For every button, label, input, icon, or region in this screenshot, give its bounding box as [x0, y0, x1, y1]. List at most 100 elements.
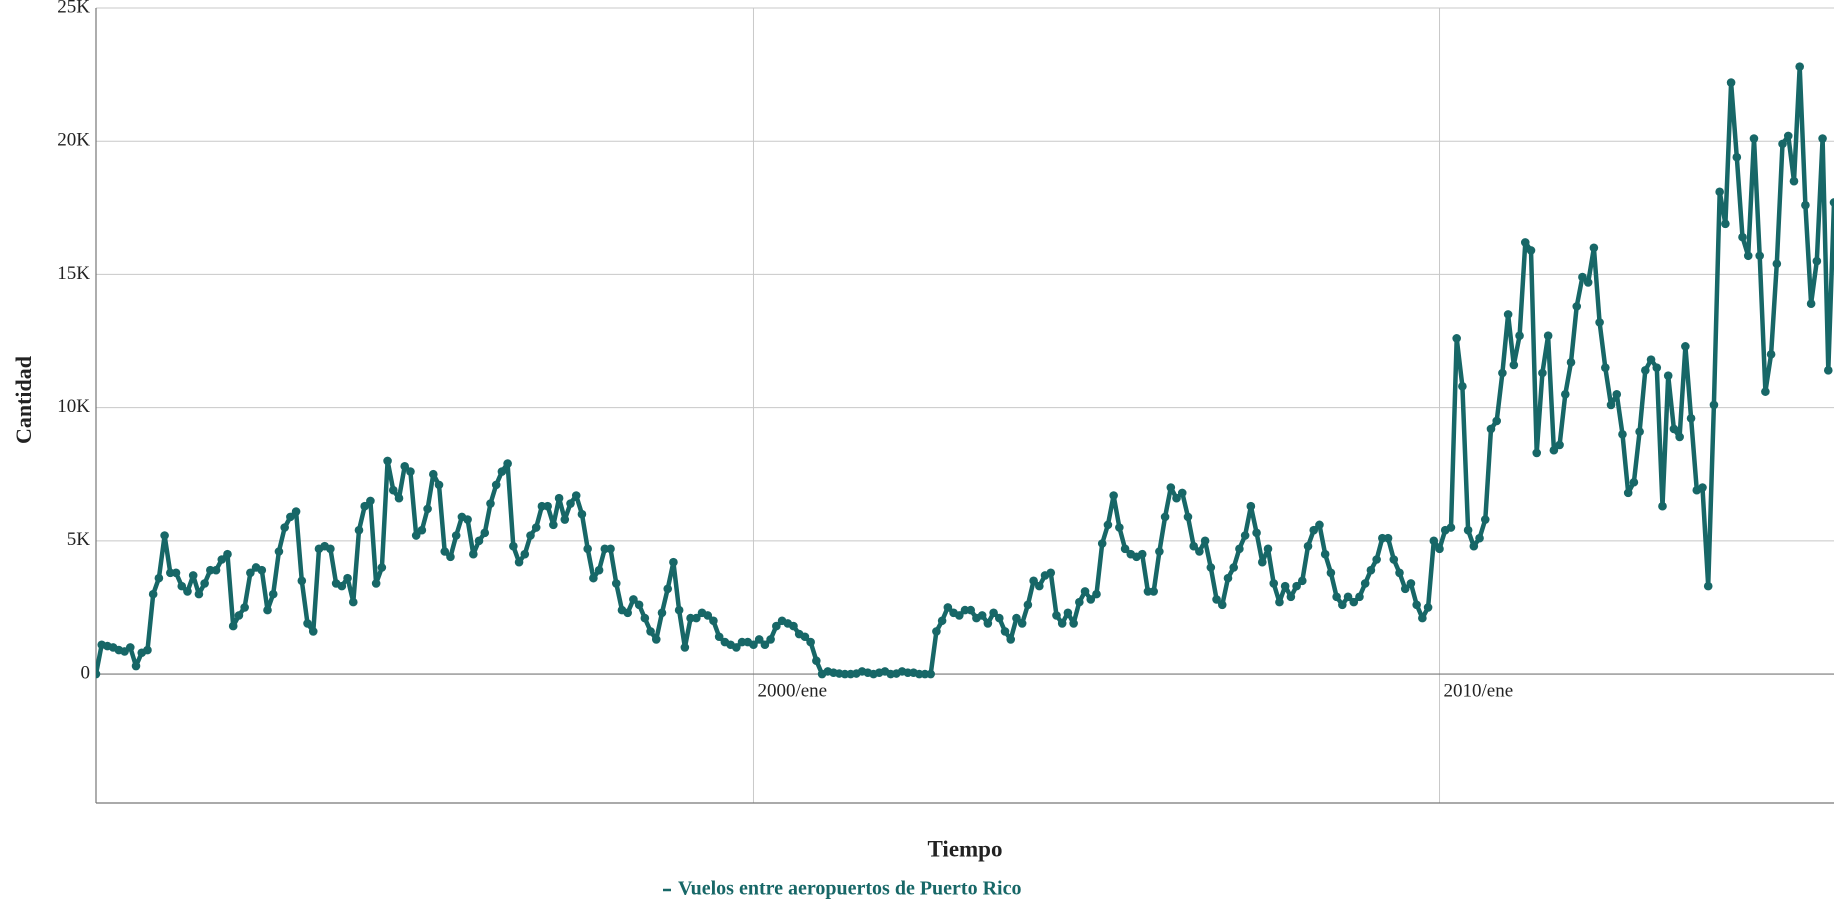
- data-point: [1829, 198, 1834, 207]
- data-point: [143, 645, 152, 655]
- data-point: [1109, 491, 1118, 500]
- legend-label: Vuelos entre aeropuertos de Puerto Rico: [678, 878, 1021, 900]
- data-point: [491, 480, 501, 490]
- data-point: [1675, 432, 1684, 442]
- data-point: [183, 587, 192, 596]
- data-point: [1280, 581, 1290, 591]
- data-point: [651, 635, 661, 644]
- data-point: [543, 501, 552, 511]
- data-point: [1046, 568, 1056, 578]
- data-point: [989, 608, 998, 618]
- data-point: [1035, 581, 1044, 591]
- data-point: [1086, 595, 1096, 604]
- data-point: [246, 568, 255, 578]
- data-point: [1309, 525, 1319, 535]
- data-point: [1618, 429, 1627, 439]
- data-point: [337, 581, 347, 591]
- data-point: [1801, 200, 1810, 210]
- data-point: [1429, 536, 1439, 546]
- data-point: [194, 589, 204, 599]
- data-point: [291, 507, 301, 516]
- data-point: [800, 632, 810, 642]
- data-point: [680, 643, 690, 652]
- data-point: [1435, 544, 1444, 554]
- data-point: [268, 589, 278, 599]
- data-point: [634, 600, 644, 610]
- data-point: [520, 549, 530, 559]
- data-point: [1092, 589, 1101, 599]
- data-point: [1080, 587, 1090, 596]
- data-point: [1601, 363, 1610, 372]
- data-point: [200, 579, 209, 588]
- data-point: [1555, 440, 1564, 450]
- data-point: [669, 557, 678, 567]
- data-point: [1721, 219, 1730, 229]
- data-point: [1075, 597, 1084, 607]
- data-point: [486, 499, 495, 508]
- data-point: [1806, 299, 1816, 309]
- data-point: [1749, 134, 1759, 143]
- data-point: [1120, 544, 1130, 554]
- data-point: [1818, 134, 1827, 143]
- data-point: [1286, 592, 1296, 602]
- data-point: [1200, 536, 1210, 546]
- x-tick-label: 2010/ene: [1444, 680, 1514, 701]
- data-point: [1526, 246, 1536, 255]
- data-point: [1543, 331, 1553, 340]
- data-point: [1149, 587, 1158, 596]
- data-point: [1332, 592, 1341, 602]
- data-point: [646, 627, 655, 636]
- data-point: [1783, 131, 1793, 141]
- data-point: [1761, 387, 1770, 396]
- data-point: [354, 525, 364, 535]
- data-point: [1097, 539, 1107, 548]
- data-point: [663, 584, 673, 594]
- data-point: [1681, 342, 1690, 351]
- data-point: [497, 467, 507, 476]
- data-point: [1663, 371, 1673, 380]
- data-point: [1589, 243, 1599, 253]
- data-point: [1172, 493, 1181, 503]
- data-point: [566, 499, 575, 508]
- data-point: [1635, 427, 1644, 436]
- data-point: [560, 515, 570, 524]
- data-point: [1423, 603, 1433, 612]
- data-point: [760, 640, 770, 650]
- data-point: [463, 515, 472, 524]
- data-point: [240, 603, 249, 612]
- data-point: [1343, 592, 1353, 602]
- data-point: [257, 565, 267, 575]
- data-point: [1217, 600, 1227, 610]
- data-point: [360, 501, 370, 511]
- data-point: [594, 565, 604, 575]
- data-point: [640, 613, 650, 623]
- data-point: [1566, 358, 1576, 367]
- data-point: [1275, 597, 1284, 607]
- data-point: [709, 616, 718, 626]
- data-point: [983, 619, 993, 628]
- data-point: [932, 627, 941, 636]
- data-point: [388, 485, 398, 495]
- data-point: [451, 531, 461, 540]
- data-point: [571, 491, 581, 500]
- data-point: [1732, 152, 1742, 162]
- data-point: [326, 544, 335, 554]
- data-point: [583, 544, 592, 554]
- data-point: [469, 549, 478, 559]
- data-point: [1595, 318, 1604, 327]
- data-point: [674, 605, 684, 615]
- data-point: [1658, 501, 1667, 511]
- data-point: [417, 525, 427, 535]
- data-point: [1486, 424, 1496, 434]
- data-point: [1578, 272, 1587, 282]
- data-point: [308, 627, 318, 636]
- data-point: [406, 467, 415, 476]
- data-point: [1412, 600, 1421, 610]
- data-point: [280, 523, 289, 532]
- data-point: [1189, 541, 1198, 551]
- data-point: [937, 616, 947, 626]
- data-point: [1000, 627, 1010, 636]
- data-point: [966, 605, 976, 615]
- data-point: [1103, 520, 1113, 530]
- data-point: [1326, 568, 1336, 578]
